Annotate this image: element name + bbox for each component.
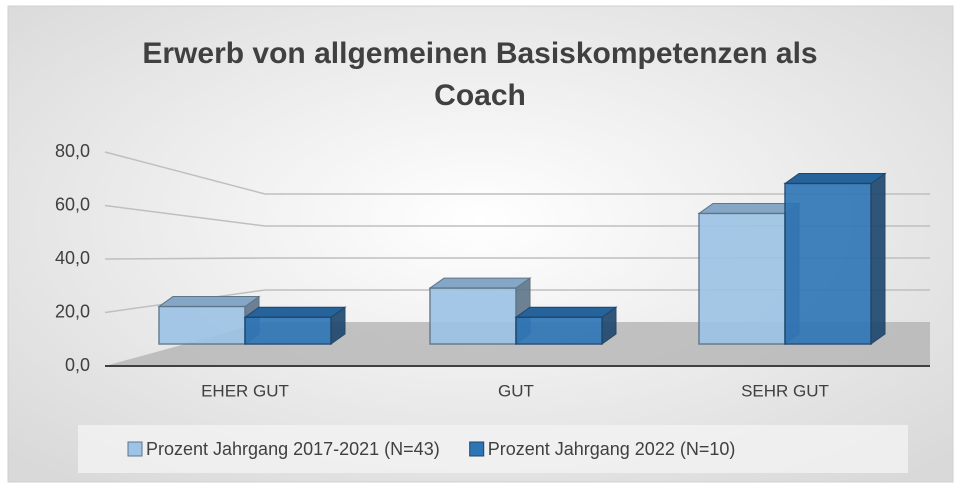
- y-tick-label: 20,0: [55, 301, 90, 321]
- y-tick-label: 60,0: [55, 194, 90, 214]
- bar: [515, 316, 603, 345]
- legend-label: Prozent Jahrgang 2022 (N=10): [488, 439, 736, 459]
- bar-top: [157, 296, 261, 308]
- bar: [698, 212, 786, 345]
- x-tick-label: EHER GUT: [201, 381, 289, 400]
- legend-label: Prozent Jahrgang 2017-2021 (N=43): [146, 439, 440, 459]
- legend-swatch: [127, 441, 143, 457]
- bar-top: [428, 277, 532, 289]
- x-tick-label: SEHR GUT: [741, 381, 829, 400]
- y-tick-label: 80,0: [55, 141, 90, 161]
- grid-line: [104, 151, 930, 195]
- bar: [429, 287, 517, 345]
- bar: [244, 316, 332, 345]
- bar: [784, 182, 872, 345]
- bar-top: [697, 202, 801, 214]
- legend-box: [78, 425, 908, 473]
- legend-swatch: [469, 441, 485, 457]
- bar-top: [783, 173, 887, 184]
- bar-top: [243, 306, 347, 318]
- chart-title: Erwerb von allgemeinen Basiskompetenzen …: [142, 37, 817, 112]
- y-tick-label: 0,0: [65, 355, 90, 375]
- bar-side: [870, 172, 886, 345]
- y-tick-label: 40,0: [55, 248, 90, 268]
- bar-top: [514, 306, 618, 318]
- x-tick-label: GUT: [498, 381, 534, 400]
- bar: [158, 305, 246, 345]
